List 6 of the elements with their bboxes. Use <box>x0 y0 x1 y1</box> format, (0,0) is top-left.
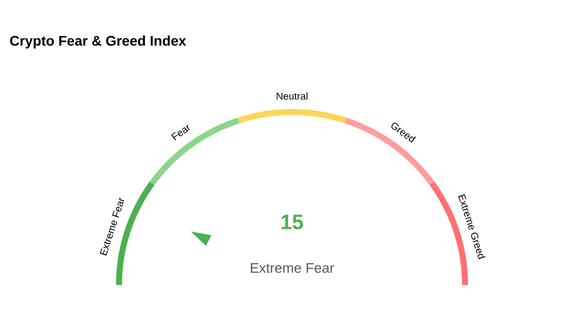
slice-label: Extreme Greed <box>458 194 486 260</box>
slice-label: Neutral <box>276 92 308 100</box>
chart-title: Crypto Fear & Greed Index <box>10 35 186 48</box>
text: 15 <box>282 214 304 230</box>
text: Extreme Fear <box>250 263 334 273</box>
slice-label: Fear <box>171 124 190 140</box>
